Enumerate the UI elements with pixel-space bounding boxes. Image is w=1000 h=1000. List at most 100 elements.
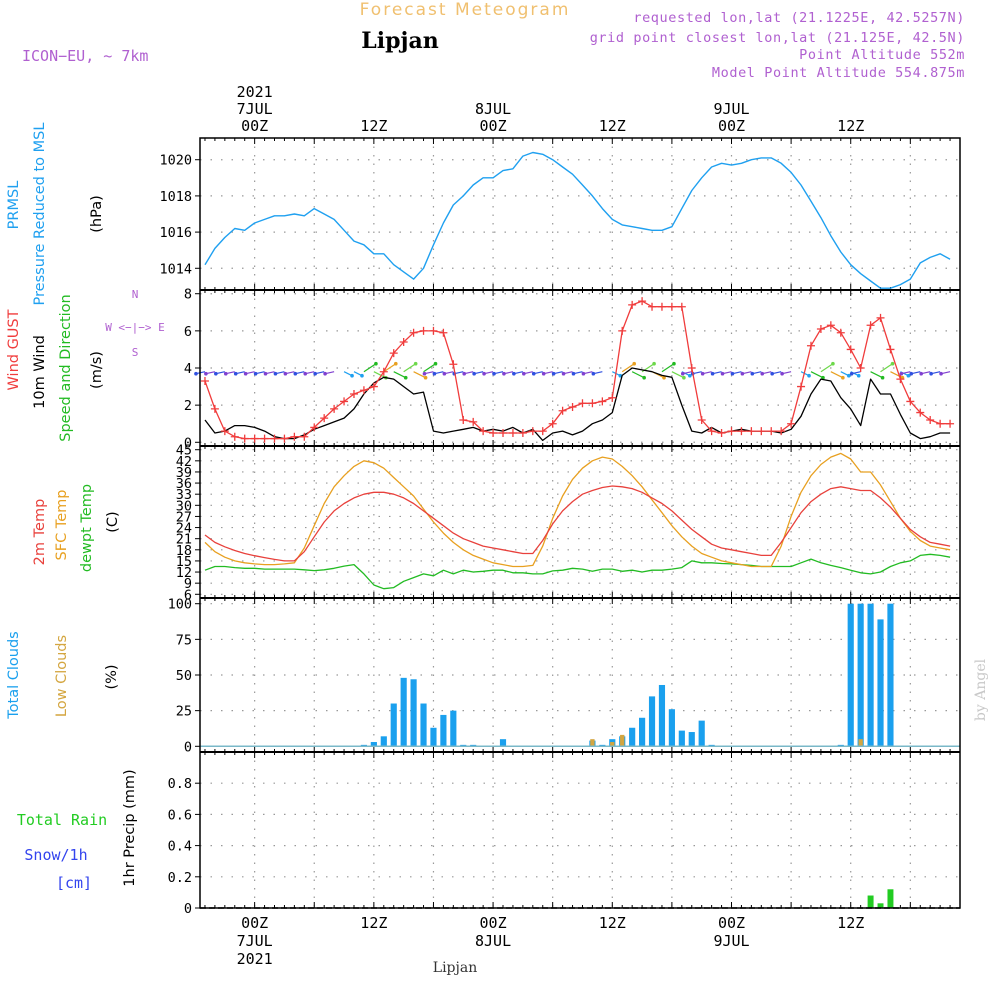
total-cloud-bar (857, 603, 864, 747)
point-info-line: grid point closest lon,lat (21.125E, 42.… (590, 30, 965, 46)
y-axis: 0 0.2 0.4 0.6 0.8 (168, 752, 951, 917)
time-label-bottom: 00Z (241, 914, 268, 932)
gust-marker (220, 427, 229, 436)
wind-arrow-head (323, 371, 327, 376)
gust-marker (469, 417, 478, 426)
y-tick-label: 18 (176, 543, 192, 559)
gust-marker (906, 397, 915, 406)
gust-marker (349, 390, 358, 398)
gust-marker (250, 434, 259, 443)
total-cloud-bar (420, 703, 427, 747)
gust-marker (369, 382, 378, 391)
low-cloud-bar (590, 739, 595, 747)
panel-clouds: 0 25 50 75 100 (168, 597, 960, 755)
wind-arrow-head (780, 371, 784, 376)
gust-marker (200, 377, 209, 385)
wind-arrow-head (632, 361, 637, 366)
panel-pressure: 1014 1016 1018 1020 (159, 138, 960, 290)
wind-arrow-head (561, 371, 566, 376)
y-tick-label: 39 (176, 465, 192, 481)
wind-arrow-head (750, 371, 755, 376)
wind-arrow-head (541, 371, 546, 376)
y-tick-label: 12 (176, 565, 192, 581)
gust-marker (459, 416, 468, 424)
gust-marker (797, 382, 806, 391)
total-cloud-bar (887, 603, 894, 747)
y-tick-label: 15 (176, 554, 192, 570)
wind-arrow (393, 371, 406, 379)
wind-arrow-head (849, 371, 854, 376)
total-cloud-bar (380, 736, 387, 747)
wind-arrow-head (253, 371, 258, 376)
gust-marker (409, 328, 418, 337)
y-tick-label: 75 (176, 632, 192, 648)
wind-arrow-head (899, 371, 904, 376)
gust-marker (628, 300, 637, 309)
gust-marker (598, 397, 607, 406)
gust-marker (936, 419, 945, 428)
wind-arrow-head (502, 371, 506, 376)
panel-precip: 0 0.2 0.4 0.6 0.8 (168, 752, 960, 917)
wind-arrow-head (841, 375, 845, 380)
legend-total-rain: Total Rain (17, 811, 107, 829)
wind-arrow-head (303, 371, 308, 376)
compass-s: S (132, 346, 139, 359)
wind-arrow-head (433, 361, 438, 366)
side-label-prmsl: PRMSL (6, 181, 22, 230)
panel-wind: 0 2 4 6 8 (184, 287, 960, 451)
time-label-bottom: 00Z (480, 914, 507, 932)
unit-label-pct: (%) (104, 664, 120, 689)
total-cloud-bar (688, 732, 695, 747)
wind-arrow-head (233, 371, 238, 376)
wind-arrow-head (919, 371, 923, 376)
wind-arrow-head (263, 371, 268, 376)
total-cloud-bar (400, 677, 407, 747)
total-cloud-bar (867, 603, 874, 747)
wind-arrow-head (482, 371, 486, 376)
total-cloud-bar (639, 717, 646, 747)
time-label-top: 12Z (360, 117, 387, 135)
total-cloud-bar (410, 679, 417, 747)
gust-marker (826, 321, 835, 330)
y-tick-label: 1018 (159, 189, 192, 205)
gust-marker (310, 423, 319, 432)
wind-arrow-head (929, 371, 933, 376)
cloud-bars (360, 603, 894, 747)
gust-marker (568, 403, 577, 411)
wind-gust-line (204, 300, 951, 440)
unit-label-hpa: (hPa) (89, 195, 105, 232)
wind-arrow (403, 363, 416, 373)
side-label-total-clouds: Total Clouds (6, 631, 22, 719)
time-label-bottom: 12Z (599, 914, 626, 932)
gust-marker (379, 367, 388, 376)
header: Forecast Meteogram Lipjan ICON−EU, ~ 7km… (22, 0, 965, 81)
gust-marker (320, 414, 329, 423)
wind-arrow-head (710, 371, 715, 376)
model-label: ICON−EU, ~ 7km (22, 47, 148, 65)
gust-marker (926, 416, 935, 424)
wind-arrow (631, 371, 645, 379)
rain-bar (887, 889, 894, 908)
gust-marker (290, 432, 299, 441)
gust-marker (240, 434, 249, 443)
total-cloud-bar (440, 714, 447, 747)
time-label-top: 8JUL (475, 100, 511, 118)
y-tick-label: 1014 (159, 261, 192, 277)
low-cloud-bar (858, 739, 863, 747)
wind-arrow-head (688, 373, 692, 378)
wind-arrow-head (531, 371, 536, 376)
wind-arrow-head (214, 371, 218, 376)
y-tick-label: 21 (176, 532, 192, 548)
wind-arrow (413, 371, 426, 379)
wind-arrow-head (194, 371, 198, 376)
y-tick-label: 0 (184, 739, 192, 755)
time-label-top: 7JUL (237, 100, 273, 118)
side-label-gust: Wind GUST (6, 309, 22, 390)
gust-marker (687, 364, 696, 372)
total-cloud-bar (450, 710, 457, 747)
wind-arrow-head (642, 375, 646, 380)
gust-marker (359, 386, 368, 395)
wind-arrow (621, 363, 635, 373)
time-label-bottom: 2021 (237, 950, 273, 968)
